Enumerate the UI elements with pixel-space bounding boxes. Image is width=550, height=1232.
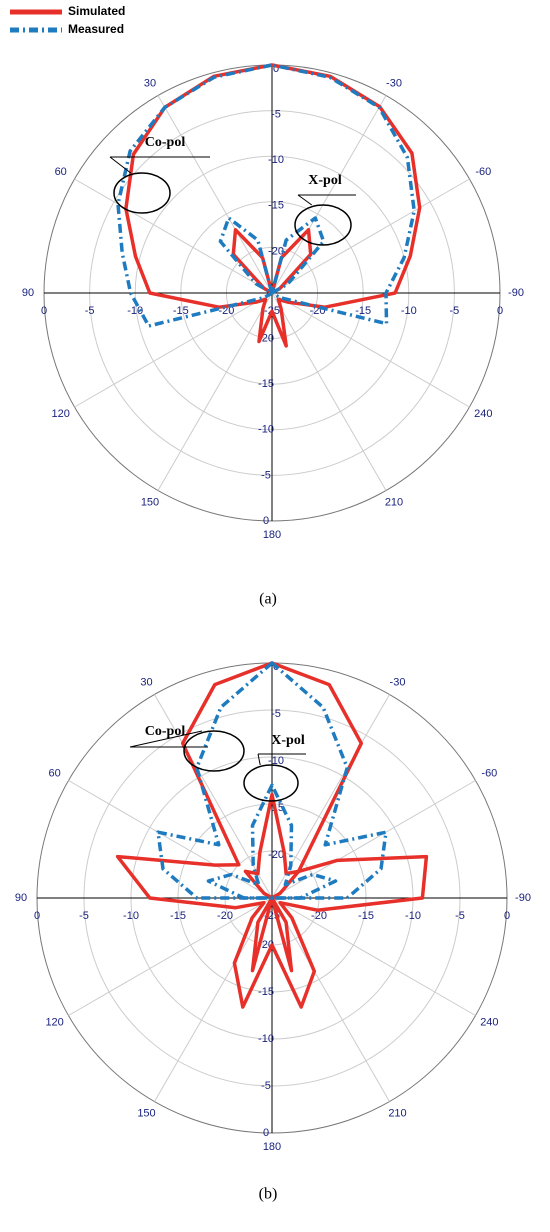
grid-spoke: [271, 95, 387, 294]
angle-label: 30: [140, 676, 152, 688]
panel-label: (b): [259, 1186, 278, 1203]
angle-label: 150: [141, 496, 159, 508]
r-tick-label: 0: [34, 910, 40, 922]
r-tick-label: -15: [358, 910, 374, 922]
annotation-line: [129, 730, 203, 748]
r-tick-label: 0: [41, 305, 47, 317]
legend-label: Measured: [68, 22, 124, 36]
r-tick-label: -20: [311, 910, 327, 922]
r-tick-label: -5: [79, 910, 89, 922]
r-tick-label: -15: [258, 986, 274, 998]
angle-label: 240: [474, 408, 492, 420]
angle-label: -60: [475, 166, 491, 178]
r-tick-label: -10: [268, 154, 284, 166]
grid-spoke: [271, 780, 476, 899]
grid-spoke: [68, 780, 273, 899]
r-tick-label: -10: [268, 755, 284, 767]
angle-label: 120: [52, 408, 70, 420]
r-tick-label: -10: [127, 305, 143, 317]
grid-spoke: [271, 897, 476, 1016]
r-tick-label: -20: [217, 910, 233, 922]
grid-spoke: [68, 897, 273, 1016]
r-tick-label: -15: [170, 910, 186, 922]
grid-spoke: [74, 178, 273, 294]
angle-label: 180: [263, 1141, 281, 1153]
annotation-ellipse: [243, 764, 299, 802]
angle-label: 120: [45, 1016, 63, 1028]
r-tick-label: -5: [455, 910, 465, 922]
annotation-ellipse: [183, 730, 245, 772]
r-tick-label: -5: [261, 1080, 271, 1092]
annotation-ellipse: [113, 172, 171, 214]
r-tick-label: -10: [258, 424, 274, 436]
angle-label: -90: [508, 287, 524, 299]
r-tick-label: -15: [268, 200, 284, 212]
r-tick-label: -10: [405, 910, 421, 922]
grid-spoke: [157, 95, 273, 294]
angle-label: 60: [55, 166, 67, 178]
r-tick-label: 0: [273, 63, 279, 75]
angle-label: -30: [386, 77, 402, 89]
angle-label: 210: [385, 496, 403, 508]
r-tick-label: -5: [85, 305, 95, 317]
r-tick-label: -5: [271, 708, 281, 720]
r-tick-label: -5: [450, 305, 460, 317]
grid-spoke: [271, 178, 470, 294]
r-tick-label: -10: [123, 910, 139, 922]
annotation-line: [257, 753, 261, 766]
annotation: Co-pol: [145, 135, 186, 150]
r-tick-label: 0: [504, 910, 510, 922]
grid-spoke: [271, 292, 387, 491]
r-tick-label: 0: [497, 305, 503, 317]
grid-spoke: [154, 897, 273, 1102]
grid-spoke: [271, 897, 390, 1102]
r-tick-label: -5: [271, 109, 281, 121]
r-tick-label: -20: [268, 245, 284, 257]
grid-spoke: [271, 292, 470, 408]
r-tick-label: -10: [258, 1033, 274, 1045]
grid-spoke: [74, 292, 273, 408]
r-tick-label: -20: [268, 849, 284, 861]
pattern-curve: [156, 661, 388, 900]
annotation-line: [297, 194, 313, 206]
legend-label: Simulated: [68, 4, 125, 18]
r-tick-label: -15: [173, 305, 189, 317]
r-tick-label: -10: [401, 305, 417, 317]
angle-label: 30: [144, 77, 156, 89]
angle-label: 90: [15, 892, 27, 904]
annotation-ellipse: [294, 204, 352, 246]
r-tick-label: -15: [258, 378, 274, 390]
annotation-line: [109, 156, 132, 174]
angle-label: -60: [481, 767, 497, 779]
r-tick-label: 0: [263, 515, 269, 527]
angle-label: 210: [388, 1108, 406, 1120]
angle-label: 180: [263, 529, 281, 541]
pattern-curve: [115, 661, 429, 1009]
annotation: Co-pol: [145, 724, 186, 739]
r-tick-label: -5: [261, 469, 271, 481]
annotation: X-pol: [308, 173, 342, 188]
angle-label: -90: [515, 892, 531, 904]
r-tick-label: 0: [263, 1127, 269, 1139]
angle-label: 240: [480, 1016, 498, 1028]
panel-label: (a): [259, 591, 277, 608]
annotation: X-pol: [271, 733, 305, 748]
angle-label: -30: [390, 676, 406, 688]
pattern-curve: [116, 63, 416, 328]
angle-label: 60: [49, 767, 61, 779]
angle-label: 150: [137, 1108, 155, 1120]
angle-label: 90: [22, 287, 34, 299]
r-tick-label: -15: [355, 305, 371, 317]
grid-spoke: [157, 292, 273, 491]
